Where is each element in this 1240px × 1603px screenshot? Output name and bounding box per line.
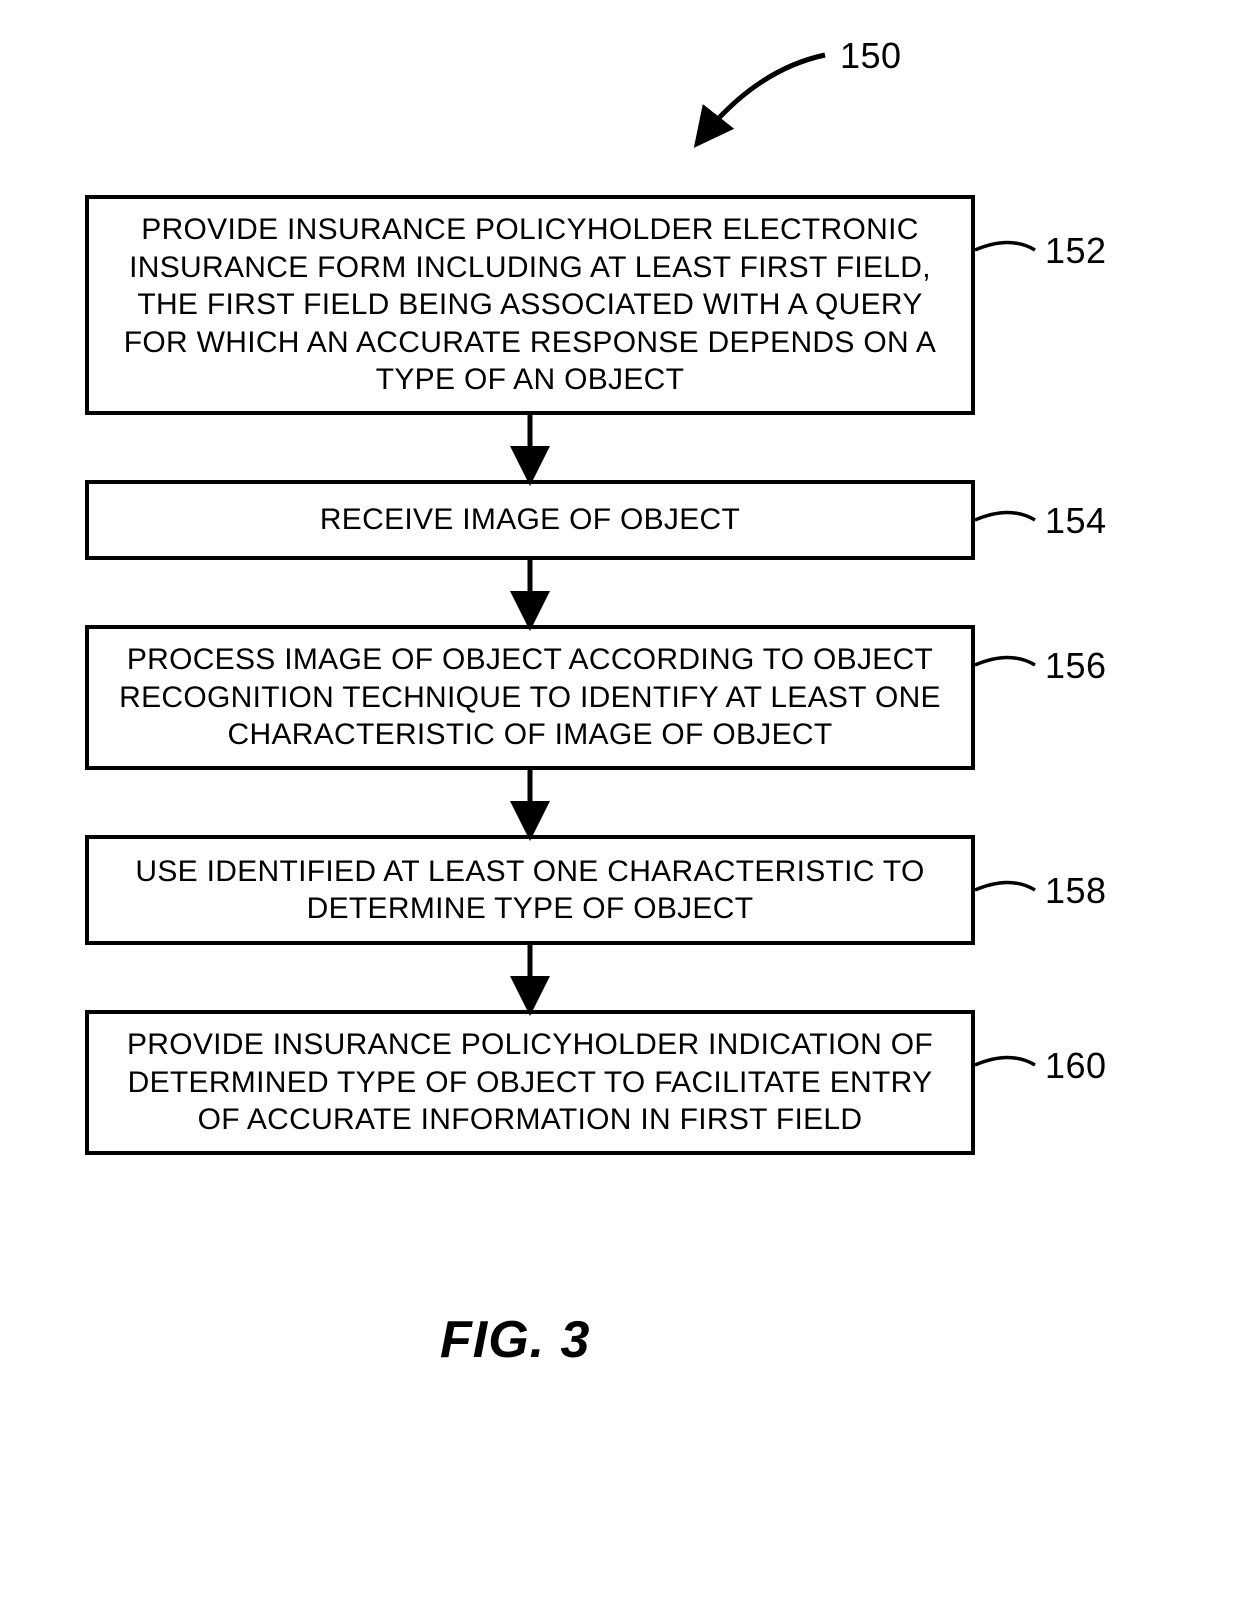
ref-150: 150 — [840, 35, 902, 77]
ref-156: 156 — [1045, 645, 1107, 687]
leadline-154 — [975, 513, 1035, 521]
pointer-arrow-icon — [700, 55, 825, 140]
flow-step-4: USE IDENTIFIED AT LEAST ONE CHARACTERIST… — [85, 835, 975, 945]
flow-step-4-text: USE IDENTIFIED AT LEAST ONE CHARACTERIST… — [109, 853, 951, 928]
ref-152: 152 — [1045, 230, 1107, 272]
leadline-158 — [975, 883, 1035, 891]
flow-step-3-text: PROCESS IMAGE OF OBJECT ACCORDING TO OBJ… — [109, 641, 951, 754]
ref-154: 154 — [1045, 500, 1107, 542]
flow-step-1-text: PROVIDE INSURANCE POLICYHOLDER ELECTRONI… — [109, 211, 951, 399]
ref-158: 158 — [1045, 870, 1107, 912]
flow-step-3: PROCESS IMAGE OF OBJECT ACCORDING TO OBJ… — [85, 625, 975, 770]
flow-step-1: PROVIDE INSURANCE POLICYHOLDER ELECTRONI… — [85, 195, 975, 415]
ref-160: 160 — [1045, 1045, 1107, 1087]
flow-step-5: PROVIDE INSURANCE POLICYHOLDER INDICATIO… — [85, 1010, 975, 1155]
flow-step-5-text: PROVIDE INSURANCE POLICYHOLDER INDICATIO… — [109, 1026, 951, 1139]
flowchart-canvas: PROVIDE INSURANCE POLICYHOLDER ELECTRONI… — [0, 0, 1240, 1603]
leadline-156 — [975, 658, 1035, 666]
flow-step-2: RECEIVE IMAGE OF OBJECT — [85, 480, 975, 560]
leadline-152 — [975, 243, 1035, 251]
flow-step-2-text: RECEIVE IMAGE OF OBJECT — [320, 501, 740, 539]
leadline-160 — [975, 1058, 1035, 1066]
figure-caption: FIG. 3 — [440, 1310, 590, 1370]
